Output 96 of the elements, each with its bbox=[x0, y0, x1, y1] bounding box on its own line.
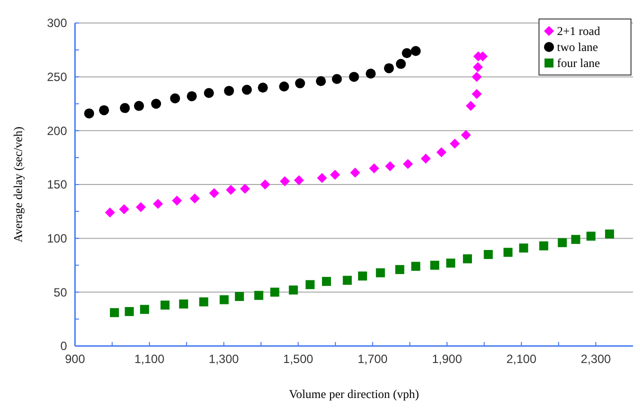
point bbox=[190, 193, 200, 204]
point bbox=[279, 82, 290, 92]
point bbox=[472, 72, 482, 82]
point bbox=[484, 250, 493, 259]
point bbox=[466, 100, 476, 111]
point bbox=[99, 105, 110, 116]
point bbox=[396, 58, 406, 69]
point bbox=[558, 238, 567, 248]
point bbox=[332, 74, 342, 84]
point bbox=[411, 262, 420, 271]
point bbox=[124, 307, 134, 316]
point bbox=[420, 154, 431, 164]
point bbox=[605, 230, 614, 239]
point bbox=[376, 268, 385, 278]
point bbox=[446, 258, 456, 268]
point bbox=[430, 260, 440, 270]
y-tick-label: 250 bbox=[46, 70, 68, 84]
point bbox=[172, 196, 182, 206]
point bbox=[410, 46, 421, 56]
point bbox=[322, 276, 331, 286]
point bbox=[462, 254, 472, 264]
point bbox=[140, 304, 150, 314]
x-axis-title: Volume per direction (vph) bbox=[288, 387, 420, 401]
point bbox=[209, 188, 220, 198]
point bbox=[295, 78, 306, 88]
y-tick-label: 50 bbox=[54, 285, 68, 300]
point bbox=[539, 241, 548, 250]
point bbox=[369, 163, 380, 174]
point bbox=[234, 292, 244, 301]
point bbox=[270, 288, 280, 297]
point bbox=[402, 48, 412, 58]
point bbox=[366, 68, 376, 79]
x-tick-label: 1,900 bbox=[432, 352, 462, 366]
point bbox=[119, 204, 130, 214]
y-tick-label: 200 bbox=[46, 124, 68, 138]
point bbox=[317, 173, 328, 184]
point bbox=[110, 308, 119, 318]
point bbox=[199, 297, 208, 306]
point bbox=[224, 86, 234, 96]
y-tick-label: 150 bbox=[46, 178, 68, 192]
point bbox=[385, 161, 396, 172]
point bbox=[330, 170, 340, 180]
y-tick-label: 300 bbox=[46, 16, 68, 30]
point bbox=[460, 130, 471, 140]
point bbox=[280, 176, 290, 186]
legend-label: 2+1 road bbox=[557, 24, 600, 38]
point bbox=[242, 84, 252, 95]
point bbox=[395, 265, 404, 274]
point bbox=[358, 272, 368, 281]
x-tick-label: 1,300 bbox=[208, 352, 240, 366]
point bbox=[220, 295, 229, 304]
y-axis-title: Average delay (sec/veh) bbox=[11, 126, 25, 242]
x-tick-label: 1,100 bbox=[134, 352, 165, 366]
point bbox=[436, 147, 446, 158]
x-tick-label: 1,700 bbox=[358, 352, 388, 366]
point bbox=[186, 91, 197, 102]
point bbox=[519, 244, 528, 253]
point bbox=[349, 72, 359, 82]
point bbox=[586, 232, 596, 241]
point bbox=[179, 300, 188, 309]
point bbox=[254, 290, 264, 300]
legend-label: two lane bbox=[557, 40, 598, 54]
point bbox=[402, 159, 413, 170]
y-tick-label: 0 bbox=[60, 339, 68, 354]
point bbox=[204, 88, 214, 98]
point bbox=[350, 168, 360, 178]
point bbox=[306, 280, 315, 290]
y-tick-label: 100 bbox=[46, 232, 68, 246]
point bbox=[104, 207, 115, 218]
point bbox=[84, 108, 94, 118]
point bbox=[450, 138, 460, 149]
point bbox=[316, 76, 326, 86]
point bbox=[258, 82, 268, 93]
point bbox=[240, 184, 250, 194]
point bbox=[288, 286, 298, 295]
point bbox=[472, 89, 482, 100]
x-tick-label: 900 bbox=[64, 352, 86, 366]
point bbox=[342, 276, 352, 285]
point bbox=[571, 234, 580, 244]
point bbox=[151, 98, 162, 109]
point bbox=[472, 62, 483, 72]
point bbox=[294, 175, 304, 186]
point bbox=[136, 202, 146, 212]
point bbox=[134, 100, 144, 111]
point bbox=[260, 180, 270, 190]
point bbox=[384, 63, 394, 74]
point bbox=[170, 93, 180, 104]
point bbox=[160, 300, 170, 310]
point bbox=[226, 184, 236, 195]
x-tick-label: 2,300 bbox=[580, 352, 612, 366]
legend-label: four lane bbox=[557, 56, 600, 70]
x-tick-label: 2,100 bbox=[506, 352, 537, 366]
point bbox=[120, 103, 130, 114]
x-tick-label: 1,500 bbox=[283, 352, 314, 366]
point bbox=[504, 248, 513, 257]
point bbox=[152, 198, 163, 209]
